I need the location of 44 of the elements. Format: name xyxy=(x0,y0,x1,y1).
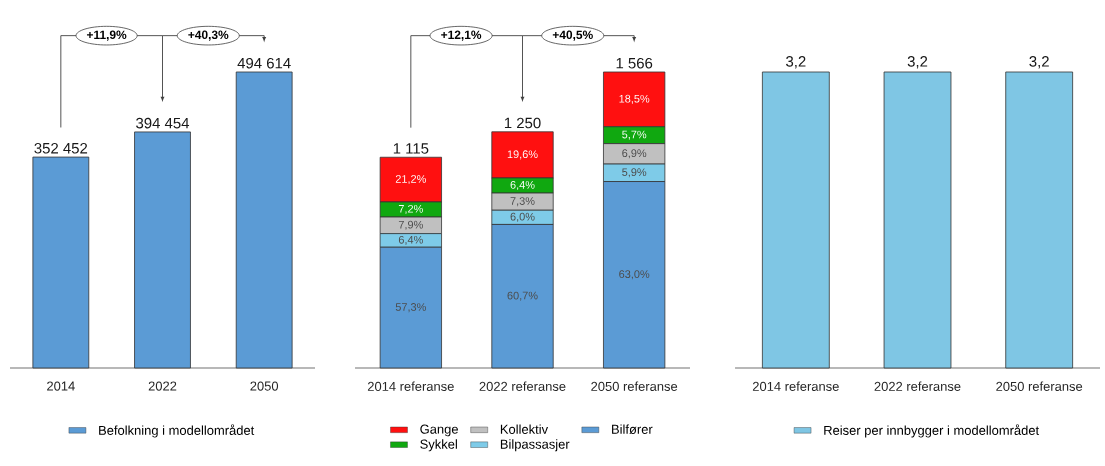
x-tick-label: 2014 xyxy=(47,381,75,391)
data-label: 352 452 xyxy=(34,142,88,154)
annotation: 1 115 xyxy=(393,143,429,154)
x-tick-label: 2014 referanse xyxy=(367,381,454,391)
annotation: 57,3% xyxy=(395,303,426,313)
annotation: 18,5% xyxy=(619,94,650,104)
annotation: 6,4% xyxy=(398,235,423,245)
data-label: 3,2 xyxy=(1029,56,1049,69)
text: +40,5% xyxy=(552,30,593,41)
legend-label: Kollektiv xyxy=(500,424,549,434)
annotation: 7,2% xyxy=(398,204,423,215)
annotation: 60,7% xyxy=(507,291,538,301)
annotation: 6,0% xyxy=(510,212,535,222)
legend-label: Sykkel xyxy=(420,439,457,452)
annotation: 7,3% xyxy=(510,197,535,207)
legend-label: Bilpassasjer xyxy=(500,439,570,452)
legend-label: Reiser per innbygger i modellområdet xyxy=(824,424,1040,438)
annotation: 19,6% xyxy=(507,150,538,160)
text: 1 566 xyxy=(616,57,653,69)
data-label: 494 614 xyxy=(237,57,291,69)
legend-label: Befolkning i modellområdet xyxy=(99,424,255,438)
text: +11,9% xyxy=(86,30,127,41)
annotation: 5,9% xyxy=(622,168,647,178)
annotation: 1 250 xyxy=(504,117,541,129)
text: +40,3% xyxy=(188,30,229,41)
annotation: 21,2% xyxy=(395,175,426,185)
x-tick-label: 2050 referanse xyxy=(591,381,678,391)
x-tick-label: 2022 referanse xyxy=(874,381,961,391)
x-tick-label: 2022 xyxy=(148,381,177,391)
legend-label: Gange xyxy=(420,424,458,437)
x-tick-label: 2022 referanse xyxy=(479,381,566,391)
x-tick-label: 2014 referanse xyxy=(752,381,839,391)
annotation: 7,9% xyxy=(398,220,423,230)
x-tick-label: 2050 xyxy=(250,381,279,391)
data-label: 3,2 xyxy=(786,56,806,69)
annotation: 6,4% xyxy=(510,181,535,191)
annotation: 6,9% xyxy=(622,149,647,159)
text: +12,1% xyxy=(441,30,482,41)
annotation: 5,7% xyxy=(622,130,647,140)
data-label: 3,2 xyxy=(907,56,928,69)
legend-label: Bilfører xyxy=(612,424,653,434)
x-tick-label: 2050 referanse xyxy=(996,381,1083,391)
annotation: 63,0% xyxy=(619,270,650,280)
data-label: 394 454 xyxy=(136,117,190,129)
